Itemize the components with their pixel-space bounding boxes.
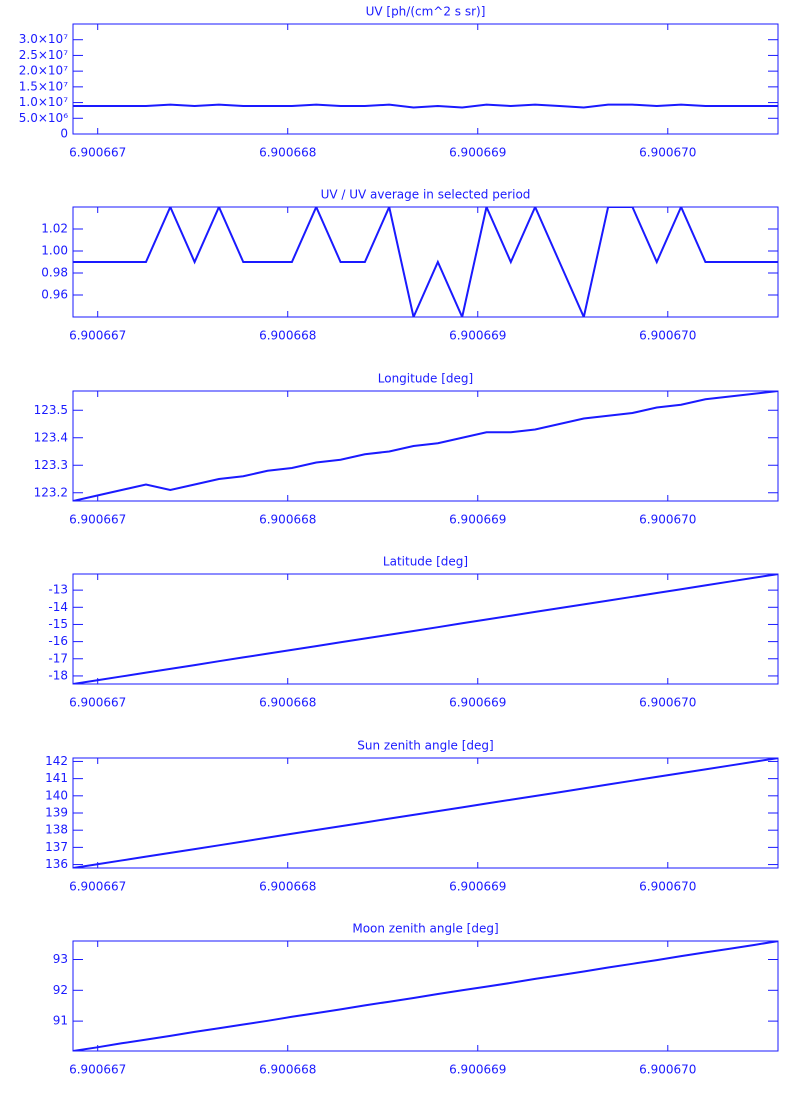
- x-tick-label: 6.900667: [69, 329, 126, 343]
- data-line: [73, 574, 778, 684]
- data-line: [73, 941, 778, 1051]
- x-tick-label: 6.900669: [449, 146, 506, 160]
- y-tick-label: 91: [53, 1014, 68, 1028]
- y-tick-label: 93: [53, 952, 68, 966]
- x-tick-label: 6.900670: [639, 146, 696, 160]
- y-tick-label: 0.96: [41, 288, 68, 302]
- y-tick-label: -13: [48, 583, 68, 597]
- y-tick-label: 0.98: [41, 266, 68, 280]
- y-tick-label: 1.00: [41, 244, 68, 258]
- x-tick-label: 6.900669: [449, 513, 506, 527]
- x-tick-label: 6.900670: [639, 1063, 696, 1077]
- data-line: [73, 758, 778, 868]
- plot-frame: [72, 940, 779, 1052]
- y-tick-label: 1.02: [41, 222, 68, 236]
- x-tick-label: 6.900668: [259, 696, 316, 710]
- x-tick-label: 6.900667: [69, 1063, 126, 1077]
- x-tick-label: 6.900667: [69, 146, 126, 160]
- x-tick-label: 6.900667: [69, 880, 126, 894]
- y-tick-label: 140: [45, 788, 68, 802]
- y-tick-label: -16: [48, 634, 68, 648]
- x-tick-label: 6.900669: [449, 696, 506, 710]
- x-tick-label: 6.900670: [639, 513, 696, 527]
- x-tick-label: 6.900670: [639, 329, 696, 343]
- x-tick-label: 6.900670: [639, 880, 696, 894]
- x-tick-label: 6.900669: [449, 880, 506, 894]
- x-tick-label: 6.900669: [449, 329, 506, 343]
- x-tick-label: 6.900668: [259, 513, 316, 527]
- panel-title: Latitude [deg]: [383, 555, 468, 569]
- x-tick-label: 6.900670: [639, 696, 696, 710]
- panel-title: UV / UV average in selected period: [321, 188, 531, 202]
- y-tick-label: -18: [48, 668, 68, 682]
- y-tick-label: 3.0×10⁷: [19, 32, 68, 46]
- y-tick-label: -15: [48, 617, 68, 631]
- y-tick-label: 137: [45, 840, 68, 854]
- y-tick-label: 1.5×10⁷: [19, 79, 68, 93]
- x-tick-label: 6.900668: [259, 146, 316, 160]
- y-tick-label: 92: [53, 983, 68, 997]
- y-tick-label: 0: [60, 127, 68, 141]
- plot-frame: [72, 23, 779, 135]
- x-tick-label: 6.900667: [69, 696, 126, 710]
- panel-title: Sun zenith angle [deg]: [357, 739, 493, 753]
- y-tick-label: 123.2: [34, 485, 68, 499]
- data-line: [73, 103, 778, 109]
- x-tick-label: 6.900667: [69, 513, 126, 527]
- y-tick-label: 2.5×10⁷: [19, 48, 68, 62]
- y-tick-label: 2.0×10⁷: [19, 64, 68, 78]
- plot-frame: [72, 573, 779, 685]
- plot-frame: [72, 390, 779, 502]
- y-tick-label: 136: [45, 857, 68, 871]
- x-tick-label: 6.900668: [259, 329, 316, 343]
- panel-title: Longitude [deg]: [378, 372, 473, 386]
- y-tick-label: 123.5: [34, 403, 68, 417]
- panel-title: UV [ph/(cm^2 s sr)]: [366, 5, 486, 19]
- x-tick-label: 6.900668: [259, 1063, 316, 1077]
- y-tick-label: -17: [48, 651, 68, 665]
- y-tick-label: 138: [45, 823, 68, 837]
- y-tick-label: 142: [45, 754, 68, 768]
- y-tick-label: 5.0×10⁶: [19, 111, 68, 125]
- y-tick-label: 1.0×10⁷: [19, 95, 68, 109]
- x-tick-label: 6.900669: [449, 1063, 506, 1077]
- y-tick-label: -14: [48, 600, 68, 614]
- y-tick-label: 123.3: [34, 458, 68, 472]
- plot-frame: [72, 206, 779, 318]
- y-tick-label: 141: [45, 771, 68, 785]
- x-tick-label: 6.900668: [259, 880, 316, 894]
- data-line: [73, 207, 778, 317]
- data-line: [73, 391, 778, 501]
- panel-title: Moon zenith angle [deg]: [352, 922, 498, 936]
- y-tick-label: 139: [45, 806, 68, 820]
- y-tick-label: 123.4: [34, 430, 68, 444]
